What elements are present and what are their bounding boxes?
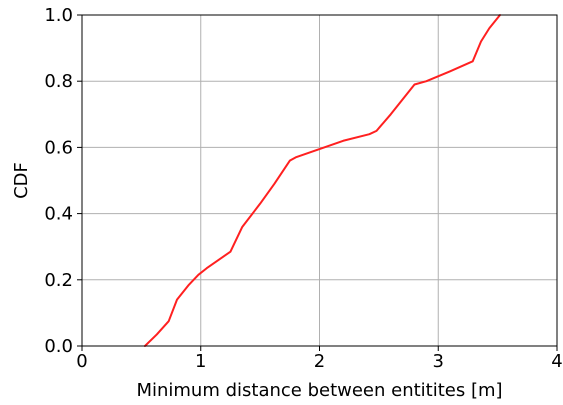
x-tick-label: 4	[551, 351, 562, 372]
x-tick-label: 3	[433, 351, 444, 372]
y-tick-label: 0.6	[44, 137, 73, 158]
grid-lines	[81, 14, 558, 347]
cdf-series-line	[143, 14, 501, 347]
y-tick-label: 0.0	[44, 336, 73, 357]
y-tick-label: 0.2	[44, 270, 73, 291]
x-tick-label: 1	[195, 351, 206, 372]
series-layer	[143, 14, 501, 347]
y-tick-label: 1.0	[44, 5, 73, 26]
axis-ticks: 0 1 2 3 4 0.0 0.2 0.4 0.6 0.8 1.0	[44, 5, 562, 372]
y-tick-label: 0.8	[44, 71, 73, 92]
x-axis-label: Minimum distance between entitites [m]	[136, 380, 502, 401]
y-tick-label: 0.4	[44, 204, 73, 225]
x-tick-label: 0	[76, 351, 87, 372]
x-tick-label: 2	[314, 351, 325, 372]
y-axis-label: CDF	[11, 162, 32, 199]
